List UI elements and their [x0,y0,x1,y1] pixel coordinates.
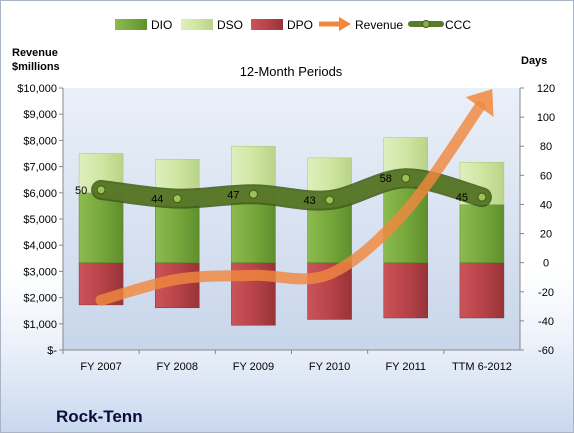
ccc-point [477,192,487,202]
plot-area [63,88,520,350]
ccc-data-label: 50 [75,185,87,197]
legend-swatch-dso [181,19,213,30]
ccc-point [96,185,106,195]
axes: $- $1,000 $2,000 $3,000 $4,000 $5,000 $6,000 $7… [17,83,555,373]
revenue-series [95,89,494,306]
x-axis-tick-label: FY 2010 [309,361,350,373]
right-axis-tick-label: 20 [540,229,552,241]
left-axis-tick-label: $2,000 [23,293,57,305]
chart-title: 12-Month Periods [240,64,343,79]
right-axis-tick-label: -20 [538,287,554,299]
left-axis-tick-label: $8,000 [23,135,57,147]
legend-swatch-ccc [408,20,444,28]
dpo-bar [383,262,428,319]
ccc-point [401,173,411,183]
right-axis-tick-label: 80 [540,141,552,153]
dpo-bar [459,262,505,319]
left-axis-tick-label: $1,000 [23,319,57,331]
ccc-data-label: 43 [303,195,315,207]
left-axis-title-line1: Revenue [12,47,58,59]
left-axis-tick-label: $9,000 [23,109,57,121]
right-axis-tick-label: 0 [543,258,549,270]
legend-swatch-dpo [251,19,283,30]
right-axis-tick-label: -40 [538,316,554,328]
right-axis-tick-label: 100 [537,112,555,124]
dio-bar [155,198,200,263]
left-axis-tick-label: $5,000 [23,214,57,226]
x-axis-tick-label: FY 2009 [233,361,274,373]
company-name: Rock-Tenn [56,407,143,426]
legend: DIO DSO DPO Revenue CCC [115,17,471,32]
left-axis-tick-label: $4,000 [23,240,57,252]
left-axis-tick-label: $6,000 [23,188,57,200]
ccc-data-label: 44 [151,194,163,206]
x-axis-tick-label: FY 2008 [157,361,198,373]
left-axis-tick-label: $7,000 [23,162,57,174]
dio-bar [307,199,352,263]
revenue-arrowhead [465,89,494,117]
right-axis-tick-label: 60 [540,170,552,182]
legend-label-dso: DSO [217,18,243,32]
right-axis-tick-label: -60 [538,345,554,357]
left-axis-title-line2: $millions [12,61,60,73]
ccc-data-label: 45 [456,192,468,204]
ccc-point [172,194,182,204]
right-axis-tick-label: 120 [537,83,555,95]
ccc-point [325,195,335,205]
legend-label-ccc: CCC [445,18,471,32]
x-axis-tick-label: TTM 6-2012 [452,361,512,373]
legend-label-dio: DIO [151,18,172,32]
right-axis-title: Days [521,55,547,67]
left-axis-tick-label: $10,000 [17,83,57,95]
ccc-point [248,189,258,199]
ccc-data-label: 47 [227,189,239,201]
legend-swatch-dio [115,19,147,30]
left-axis-tick-label: $3,000 [23,266,57,278]
ccc-data-label: 58 [380,173,392,185]
legend-label-revenue: Revenue [355,18,403,32]
right-axis-tick-label: 40 [540,199,552,211]
ccc-series [91,168,492,211]
x-axis-tick-label: FY 2011 [385,361,426,373]
revenue-line [95,101,486,306]
dio-bar [459,204,505,263]
data-labels: 50 44 47 43 58 45 [75,173,468,207]
legend-label-dpo: DPO [287,18,313,32]
legend-swatch-revenue [319,17,351,31]
x-axis-tick-label: FY 2007 [80,361,121,373]
dio-bar [78,192,124,263]
left-axis-tick-label: $- [47,345,57,357]
ccc-line [93,170,490,209]
